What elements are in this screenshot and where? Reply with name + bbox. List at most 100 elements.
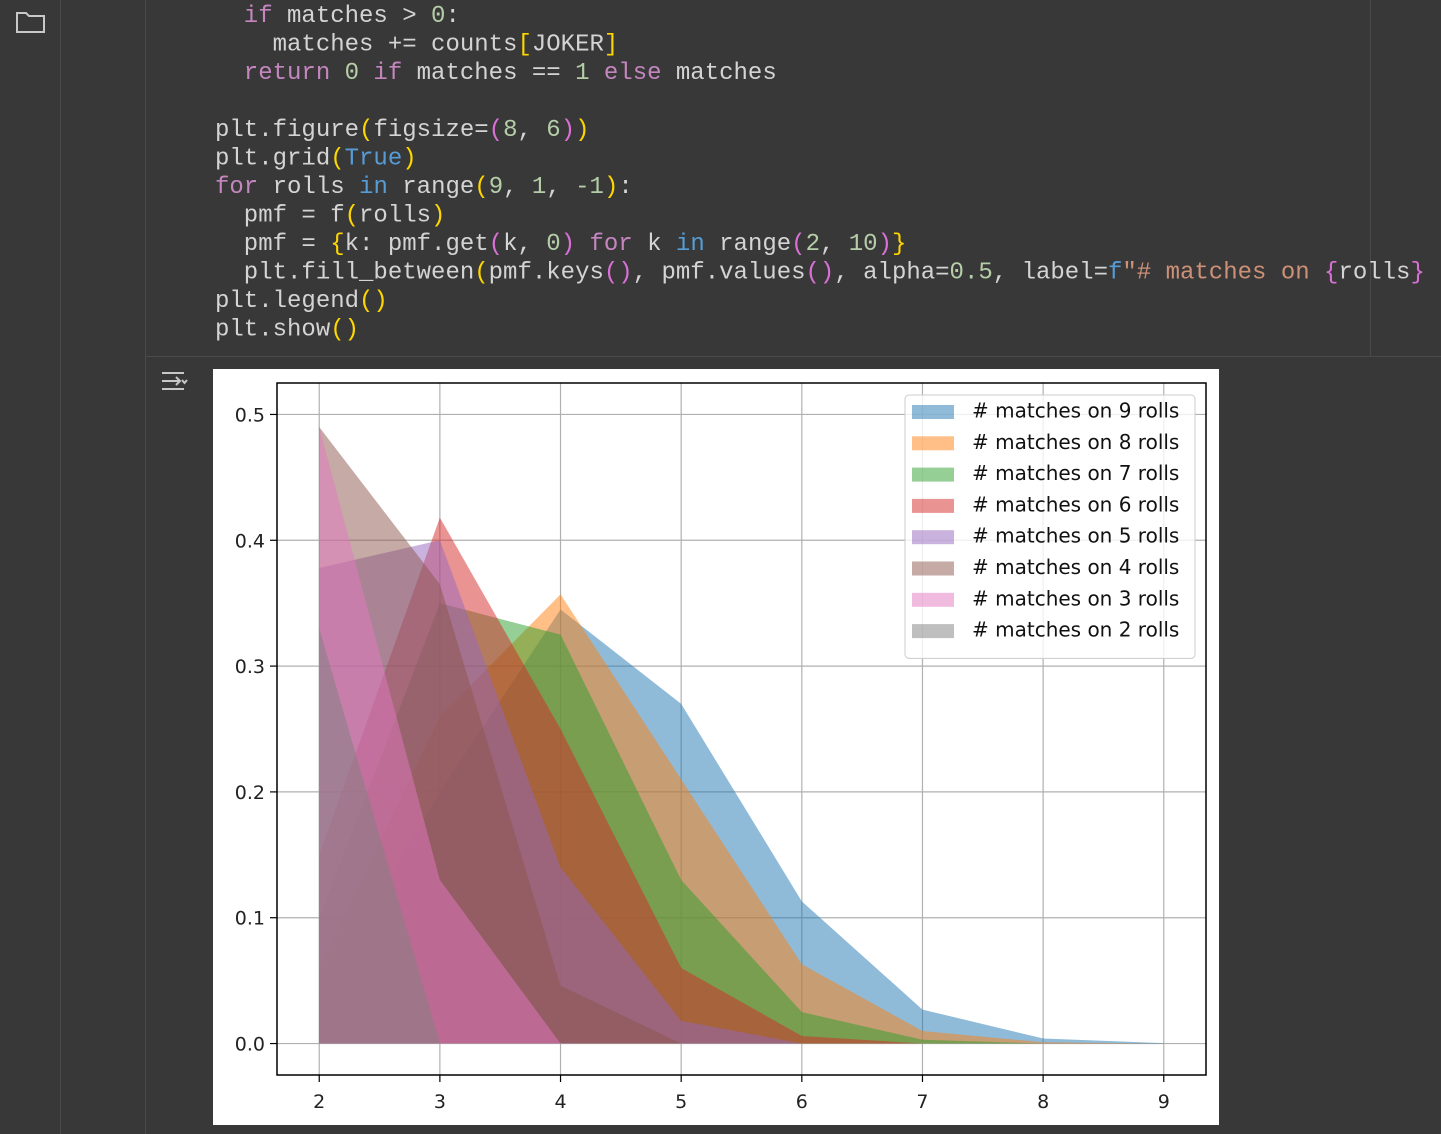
code-line: pmf = {k: pmf.get(k, 0) for k in range(2… [215, 231, 906, 258]
legend-swatch [912, 436, 954, 451]
legend-swatch [912, 467, 954, 482]
legend-swatch [912, 405, 954, 419]
code-token: () [806, 260, 835, 287]
legend-swatch [912, 561, 954, 576]
legend-label: # matches on 7 rolls [972, 461, 1179, 485]
code-token: : [445, 3, 459, 30]
code-token: ( [791, 231, 805, 258]
code-token: in [359, 174, 388, 201]
code-token: -1 [575, 174, 604, 201]
code-token: ) [604, 174, 618, 201]
legend: # matches on 9 rolls # matches on 8 rolls… [904, 394, 1196, 659]
folder-icon[interactable] [16, 12, 45, 33]
code-token: 0 [546, 231, 560, 258]
code-line: pmf = f(rolls) [215, 203, 445, 230]
x-tick-label: 4 [554, 1091, 566, 1113]
code-token: ( [330, 146, 344, 173]
y-tick-label: 0.5 [235, 404, 265, 426]
code-token: : [618, 174, 632, 201]
code-token: rolls [258, 174, 359, 201]
code-token: pmf = [215, 231, 330, 258]
code-token: 0.5 [950, 260, 993, 287]
code-token: ) [878, 231, 892, 258]
code-line: plt.figure(figsize=(8, 6)) [215, 117, 590, 144]
code-token: matches += counts [215, 32, 517, 59]
code-token: ) [575, 117, 589, 144]
code-token: ) [561, 117, 575, 144]
code-token: plt.show [215, 317, 331, 344]
code-token: , [517, 117, 546, 144]
code-token: 1 [575, 60, 589, 87]
code-token: 9 [489, 174, 503, 201]
code-token: ( [359, 117, 373, 144]
code-line: plt.fill_between(pmf.keys(), pmf.values(… [215, 260, 1425, 287]
code-token: if [215, 3, 273, 30]
code-token: ( [474, 260, 488, 287]
code-token: True [345, 146, 403, 173]
code-token: ( [489, 231, 503, 258]
code-token: [ [517, 32, 531, 59]
code-token: 2 [806, 231, 820, 258]
code-token: () [604, 260, 633, 287]
code-token: , label= [993, 260, 1108, 287]
code-token: "# matches on [1122, 260, 1324, 287]
code-line: plt.legend() [215, 288, 388, 315]
code-token: } [1410, 260, 1424, 287]
code-token: return [215, 60, 330, 87]
code-token: range [388, 174, 474, 201]
code-token: else [589, 60, 661, 87]
code-token: 0 [345, 60, 359, 87]
code-token: plt.figure [215, 117, 359, 144]
code-token: matches > [273, 3, 431, 30]
x-tick-label: 2 [313, 1091, 325, 1113]
code-token: 1 [532, 174, 546, 201]
x-tick-label: 6 [796, 1091, 808, 1113]
code-cell[interactable]: if matches > 0: matches += counts[JOKER]… [215, 3, 1425, 344]
code-token: for [575, 231, 633, 258]
x-tick-label: 5 [675, 1091, 687, 1113]
code-token: ( [489, 117, 503, 144]
code-token: , [546, 174, 575, 201]
x-tick-label: 7 [916, 1091, 928, 1113]
code-token: ) [431, 203, 445, 230]
x-tick-label: 9 [1158, 1091, 1170, 1113]
code-token: matches [662, 60, 777, 87]
code-token: plt.legend [215, 288, 359, 315]
legend-label: # matches on 5 rolls [972, 524, 1179, 548]
code-token: 8 [503, 117, 517, 144]
code-token: 0 [431, 3, 445, 30]
code-token: plt.grid [215, 146, 330, 173]
code-token: () [330, 317, 359, 344]
code-line: plt.show() [215, 317, 359, 344]
y-tick-label: 0.0 [235, 1034, 265, 1056]
code-token: JOKER [532, 32, 604, 59]
code-token: 10 [849, 231, 878, 258]
code-token: f [1108, 260, 1122, 287]
legend-box [904, 394, 1196, 659]
legend-label: # matches on 3 rolls [972, 586, 1179, 610]
y-tick-label: 0.3 [235, 656, 265, 678]
output-icon[interactable] [162, 372, 188, 390]
code-token: , alpha= [834, 260, 949, 287]
legend-label: # matches on 6 rolls [972, 492, 1179, 516]
axes-frame [276, 382, 1207, 1076]
code-token: k: pmf.get [345, 231, 489, 258]
code-token: ] [604, 32, 618, 59]
code-token: rolls [359, 203, 431, 230]
code-token: ( [474, 174, 488, 201]
code-line: if matches > 0: [215, 3, 460, 30]
legend-swatch [912, 498, 954, 513]
code-token: range [705, 231, 791, 258]
legend-swatch [912, 624, 954, 639]
legend-swatch [912, 530, 954, 545]
code-token: pmf.keys [489, 260, 604, 287]
code-token [330, 60, 344, 87]
chart: 2 3 4 5 6 7 8 9 0.0 0.1 0.2 0.3 0.4 0.5 # matches on 9… [235, 382, 1207, 1113]
code-line: matches += counts[JOKER] [215, 32, 618, 59]
code-token: if [359, 60, 402, 87]
y-tick-label: 0.1 [235, 908, 265, 930]
code-token: 6 [546, 117, 560, 144]
x-tick-label: 3 [434, 1091, 446, 1113]
area [319, 628, 1164, 1044]
